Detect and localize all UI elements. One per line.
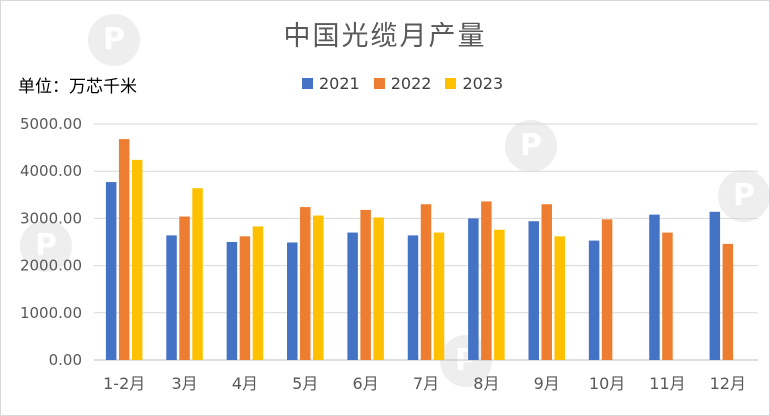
bar-2021: [528, 221, 539, 360]
bar-2022: [541, 204, 552, 360]
bar-2021: [588, 240, 600, 360]
x-category-label: 9月: [534, 374, 560, 393]
bar-2022: [601, 219, 613, 360]
legend-label-2023: 2023: [462, 74, 504, 93]
x-category-label: 12月: [710, 374, 746, 393]
bar-2021: [468, 218, 479, 360]
bar-2021: [226, 242, 238, 360]
bar-2023: [494, 229, 505, 360]
bar-2022: [360, 209, 371, 360]
bar-2023: [433, 232, 445, 360]
bar-2022: [420, 204, 432, 360]
y-tick-label: 5000.00: [20, 115, 82, 133]
legend-item-2022: 2022: [373, 74, 432, 93]
bar-2023: [373, 217, 384, 360]
bar-2021: [287, 242, 298, 360]
legend-item-2023: 2023: [445, 74, 503, 93]
y-tick-label: 3000.00: [20, 209, 82, 227]
bar-2021: [166, 235, 177, 360]
bar-2022: [722, 243, 734, 360]
x-category-label: 5月: [292, 374, 318, 393]
bar-2023: [192, 188, 203, 360]
bar-2023: [313, 215, 324, 360]
unit-label: 单位：万芯千米: [18, 77, 137, 97]
legend-swatch-2021: [302, 78, 313, 89]
bar-2021: [649, 214, 660, 360]
bar-2023: [131, 159, 143, 360]
bar-2021: [105, 182, 117, 360]
x-category-label: 10月: [589, 374, 625, 393]
x-category-label: 1-2月: [103, 374, 145, 393]
x-category-label: 6月: [353, 374, 379, 393]
bar-2022: [239, 236, 251, 360]
x-category-label: 8月: [473, 374, 499, 393]
bar-2023: [554, 236, 565, 360]
x-category-label: 11月: [649, 374, 685, 393]
chart-title: 中国光缆月产量: [283, 21, 487, 52]
legend-label-2021: 2021: [319, 74, 360, 93]
legend: 2021 2022 2023: [302, 74, 517, 93]
bar-2022: [179, 216, 190, 360]
bar-2021: [407, 235, 419, 360]
x-category-label: 4月: [232, 374, 258, 393]
legend-swatch-2022: [373, 78, 385, 89]
bar-2022: [662, 232, 673, 360]
legend-item-2021: 2021: [302, 74, 360, 93]
legend-swatch-2023: [445, 78, 457, 89]
x-category-label: 3月: [171, 374, 197, 393]
y-tick-label: 2000.00: [20, 257, 82, 275]
bar-2022: [300, 207, 311, 360]
x-category-label: 7月: [413, 374, 439, 393]
bar-2022: [481, 201, 492, 360]
bar-2022: [118, 139, 130, 360]
y-tick-label: 0.00: [49, 351, 82, 369]
bar-2021: [347, 232, 358, 360]
bar-2023: [252, 226, 264, 360]
legend-label-2022: 2022: [390, 74, 432, 93]
y-tick-label: 4000.00: [20, 162, 82, 180]
bar-2021: [709, 211, 721, 360]
y-tick-label: 1000.00: [20, 304, 82, 322]
